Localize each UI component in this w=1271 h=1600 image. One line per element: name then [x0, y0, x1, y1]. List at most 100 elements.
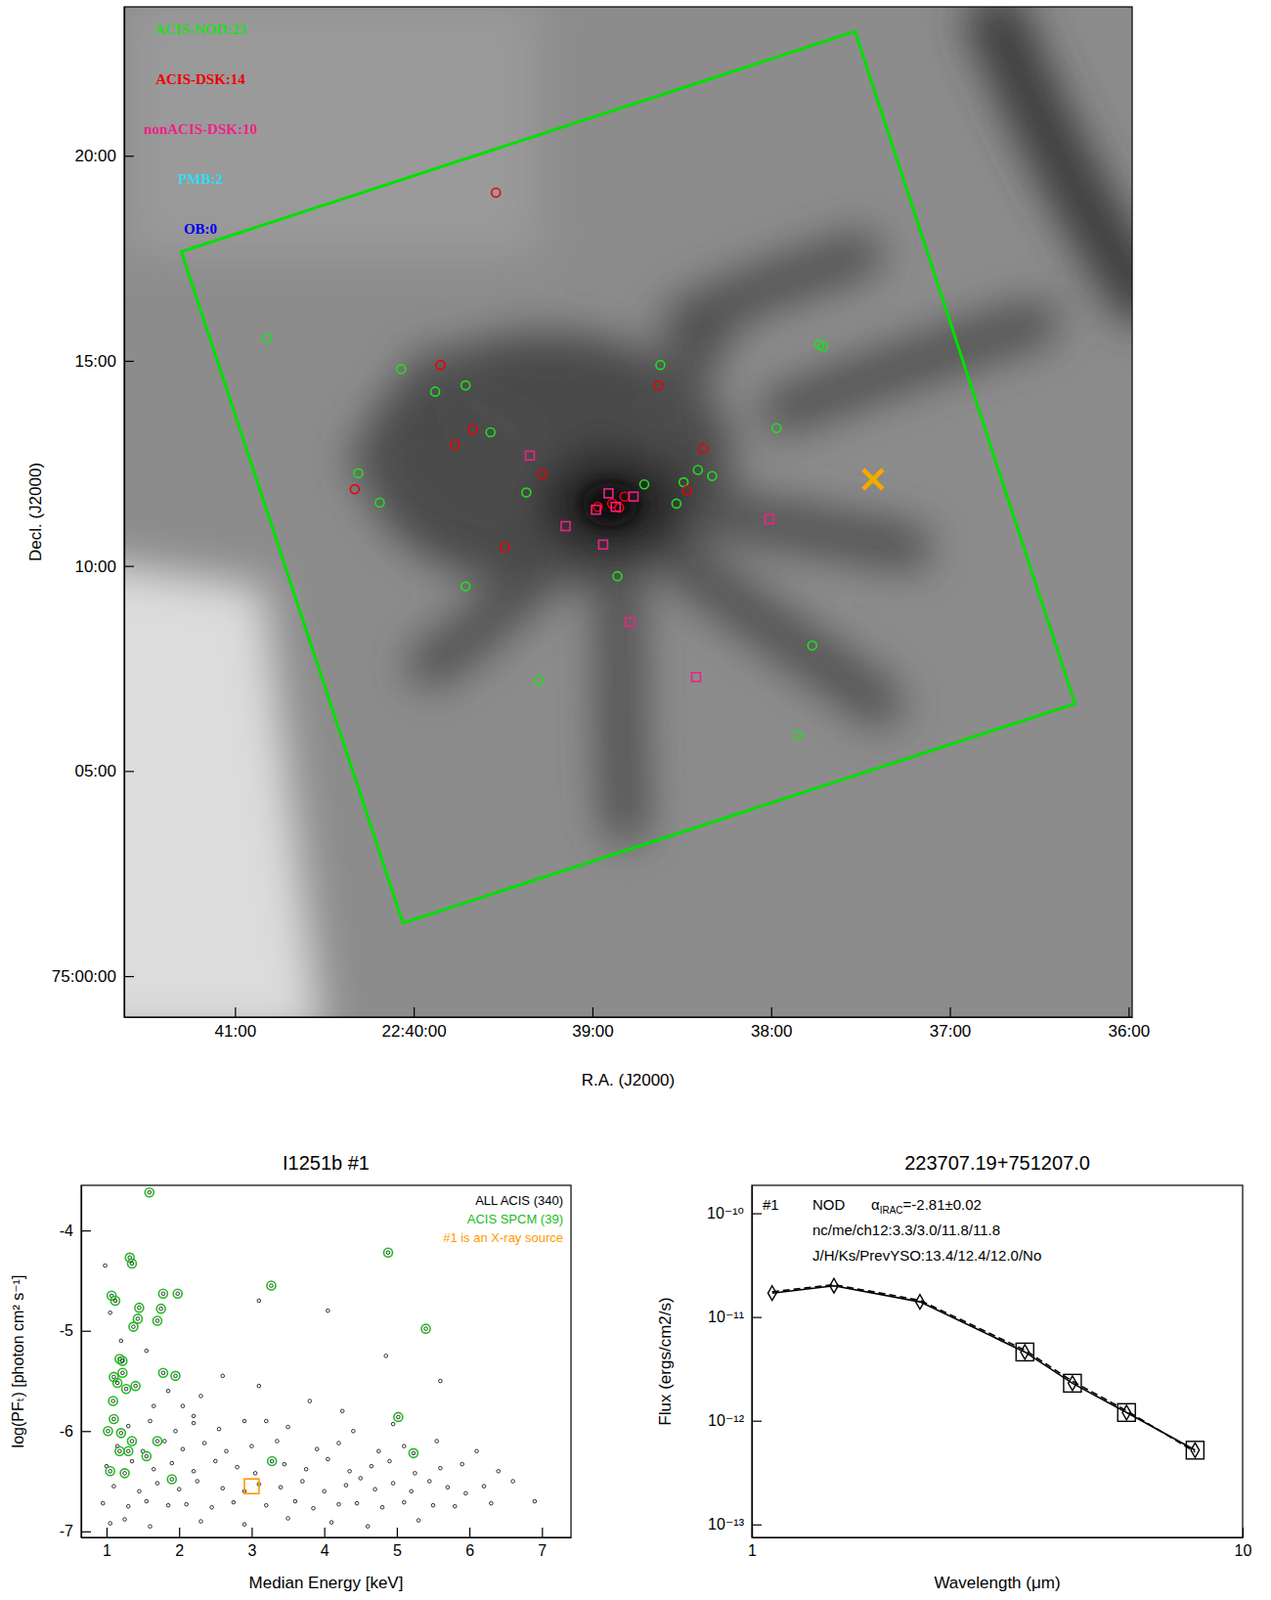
point: [144, 1498, 149, 1503]
point: [380, 1504, 385, 1509]
annotation-text: J/H/Ks/PrevYSO:13.4/12.4/12.0/No: [812, 1246, 1042, 1264]
tick-mark: [124, 360, 134, 362]
x-axis-title: R.A. (J2000): [581, 1070, 675, 1090]
point: [461, 381, 471, 391]
y-axis: -7-6-5-4: [59, 1185, 91, 1540]
tick-label: -7: [59, 1522, 74, 1539]
point: [231, 1499, 236, 1504]
point: [100, 1500, 105, 1505]
point-ring: [156, 1304, 166, 1314]
point: [180, 1403, 185, 1408]
point: [112, 1374, 117, 1379]
tick-label: 37:00: [929, 1021, 972, 1041]
point: [166, 1502, 171, 1507]
tick-label: 38:00: [750, 1021, 793, 1041]
tick-label: 6: [465, 1541, 475, 1559]
tick-label: 10⁻¹³: [707, 1515, 746, 1533]
x-axis: 41:0022:40:0039:0038:0037:0036:00: [125, 1007, 1151, 1041]
point: [269, 1283, 274, 1288]
tick-label: 10: [1234, 1541, 1253, 1559]
y-axis-title: Decl. (J2000): [26, 462, 45, 562]
legend-entry: OB:0: [183, 220, 218, 237]
point: [625, 617, 635, 627]
tick: 38:00: [750, 1007, 793, 1041]
point: [452, 1503, 457, 1508]
tick: 10⁻¹⁰: [706, 1204, 762, 1222]
point: [170, 1460, 175, 1465]
point: [532, 1498, 537, 1503]
point: [496, 1469, 501, 1474]
point: [396, 1414, 401, 1419]
point: [314, 1446, 319, 1451]
point: [126, 1423, 131, 1428]
point-ring: [115, 1446, 125, 1455]
annotation-subscript: IRAC: [879, 1204, 904, 1216]
tick-mark: [751, 1524, 762, 1526]
tick-mark: [751, 1316, 762, 1318]
point: [639, 480, 649, 489]
tick-label: -5: [59, 1321, 74, 1339]
point: [468, 424, 478, 434]
point: [263, 1502, 268, 1507]
point: [148, 1418, 153, 1423]
point: [113, 1298, 118, 1303]
annotation: nc/me/ch12:3.3/3.0/11.8/11.8: [812, 1221, 1001, 1238]
point-ring: [173, 1288, 182, 1298]
point-ring: [421, 1323, 431, 1333]
point: [351, 1428, 356, 1433]
point: [262, 333, 272, 343]
point: [671, 498, 681, 508]
tick: 37:00: [929, 1007, 972, 1041]
point-ring: [267, 1456, 277, 1466]
series: [1015, 1342, 1204, 1458]
point: [161, 1291, 166, 1296]
tick-mark: [124, 770, 134, 772]
series: [767, 1277, 1199, 1457]
point: [155, 1318, 160, 1323]
point-ring: [129, 1321, 138, 1331]
point: [151, 1403, 156, 1408]
point: [242, 1418, 247, 1423]
point: [511, 1479, 516, 1484]
series: [103, 1187, 431, 1484]
tick-label: 1: [747, 1541, 757, 1559]
point: [435, 1439, 439, 1444]
point: [263, 1418, 268, 1423]
point: [253, 1471, 258, 1476]
point: [491, 187, 501, 197]
point: [522, 487, 531, 497]
point: [863, 469, 883, 489]
series: [863, 469, 883, 489]
point-ring: [103, 1426, 113, 1436]
figure: 41:0022:40:0039:0038:0037:0036:0075:00:0…: [0, 0, 1271, 1600]
point: [195, 1479, 200, 1484]
point: [654, 381, 663, 391]
point: [119, 1431, 124, 1436]
point: [807, 641, 817, 651]
series: [244, 1478, 260, 1493]
point: [436, 360, 445, 370]
plot-frame: [124, 6, 1133, 1017]
point: [123, 1517, 128, 1522]
plot-area: [180, 31, 1075, 923]
point: [401, 1444, 406, 1448]
point: [337, 1441, 342, 1446]
point: [111, 1399, 116, 1403]
point: [214, 1458, 219, 1463]
point: [485, 427, 495, 437]
point: [772, 423, 782, 433]
point: [311, 1505, 316, 1510]
point: [175, 1291, 180, 1296]
tick-mark: [124, 155, 134, 157]
point: [126, 1503, 131, 1508]
point-ring: [131, 1381, 140, 1391]
annotation-text: NOD: [812, 1195, 846, 1213]
tick-mark: [234, 1007, 236, 1017]
tick-mark: [751, 1420, 762, 1422]
point: [767, 1285, 777, 1301]
point: [424, 1326, 429, 1331]
point: [131, 1324, 136, 1329]
point: [242, 1522, 247, 1527]
point: [278, 1485, 283, 1490]
point: [121, 1370, 126, 1375]
